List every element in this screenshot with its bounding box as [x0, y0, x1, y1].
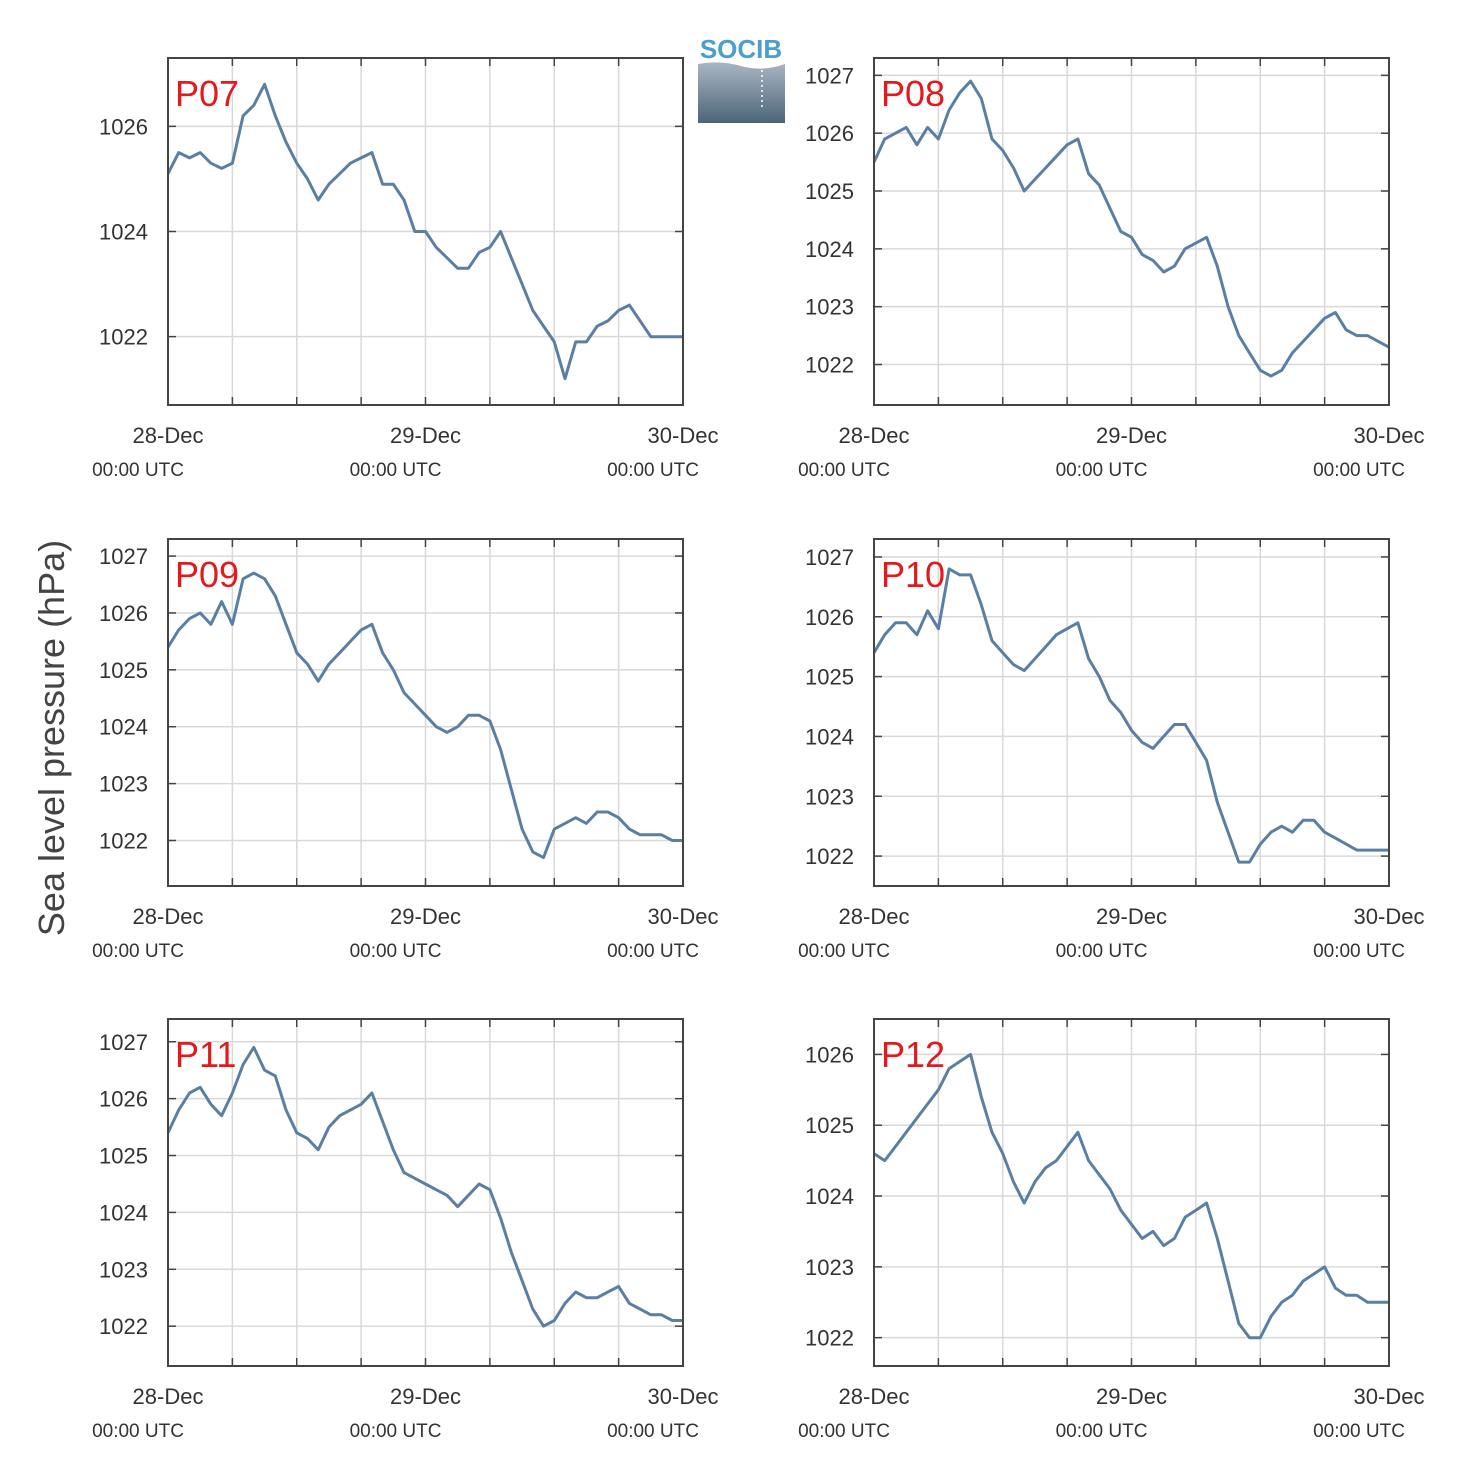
x-tick-label-time: 00:00 UTC — [350, 1421, 442, 1442]
y-tick-label: 1022 — [805, 1326, 854, 1351]
logo-text: SOCIB — [700, 34, 782, 64]
pressure-series-line — [166, 1045, 683, 1328]
y-tick-label: 1023 — [805, 1255, 854, 1280]
y-tick-label: 1022 — [99, 1314, 148, 1339]
station-label: P08 — [881, 73, 945, 114]
logo-wave-icon — [698, 62, 785, 123]
x-tick-label-time: 00:00 UTC — [350, 941, 442, 962]
y-tick-label: 1024 — [805, 237, 854, 262]
x-tick-label-date: 30-Dec — [648, 904, 719, 929]
y-tick-label: 1024 — [99, 1200, 148, 1225]
x-tick-label-time: 00:00 UTC — [607, 1421, 699, 1442]
panel-p10: 1022 1023 1024 1025 1026 1027 28-Dec 00:00 UTC 2… — [798, 538, 1425, 962]
y-tick-label: 1025 — [805, 1113, 854, 1138]
x-tick-label-time: 00:00 UTC — [92, 1421, 184, 1442]
x-tick-label-date: 28-Dec — [133, 904, 204, 929]
y-tick-label: 1022 — [99, 325, 148, 350]
station-label: P07 — [175, 73, 239, 114]
y-tick-label: 1027 — [805, 545, 854, 570]
y-tick-label: 1026 — [805, 605, 854, 630]
y-tick-label: 1024 — [805, 724, 854, 749]
panel-p12: 1022 1023 1024 1025 1026 28-Dec 00:00 UTC 29-De… — [798, 1018, 1425, 1442]
x-tick-label-time: 00:00 UTC — [1056, 1421, 1148, 1442]
panel-p07: 1022 1024 1026 28-Dec 00:00 UTC 29-Dec 00:00 U… — [92, 57, 719, 481]
y-tick-label: 1023 — [99, 1257, 148, 1282]
panels: 1022 1024 1026 28-Dec 00:00 UTC 29-Dec 00:00 U… — [92, 57, 1425, 1442]
x-tick-label-date: 30-Dec — [1354, 904, 1425, 929]
pressure-series-line — [166, 82, 683, 381]
socib-logo: SOCIB — [698, 34, 785, 123]
x-tick-label-date: 28-Dec — [133, 1384, 204, 1409]
x-tick-label-time: 00:00 UTC — [1056, 460, 1148, 481]
x-tick-label-date: 30-Dec — [1354, 1384, 1425, 1409]
y-tick-label: 1026 — [805, 1042, 854, 1067]
pressure-series-line — [872, 79, 1390, 378]
x-tick-label-time: 00:00 UTC — [798, 460, 890, 481]
y-tick-label: 1022 — [805, 353, 854, 378]
y-tick-label: 1024 — [99, 220, 148, 245]
x-tick-label-time: 00:00 UTC — [1056, 941, 1148, 962]
plot-frame — [873, 538, 1390, 887]
y-axis-title: Sea level pressure (hPa) — [31, 540, 72, 936]
x-tick-label-date: 29-Dec — [1096, 423, 1167, 448]
plot-frame — [873, 57, 1390, 406]
y-tick-label: 1027 — [99, 544, 148, 569]
y-tick-label: 1025 — [805, 665, 854, 690]
y-tick-label: 1025 — [805, 179, 854, 204]
station-label: P12 — [881, 1034, 945, 1075]
x-tick-label-date: 29-Dec — [390, 1384, 461, 1409]
x-tick-label-time: 00:00 UTC — [607, 941, 699, 962]
y-tick-label: 1023 — [805, 784, 854, 809]
x-tick-label-date: 30-Dec — [648, 423, 719, 448]
plot-frame — [167, 57, 684, 406]
plot-frame — [167, 1018, 684, 1367]
x-tick-label-date: 28-Dec — [133, 423, 204, 448]
y-tick-label: 1026 — [99, 114, 148, 139]
panel-p09: 1022 1023 1024 1025 1026 1027 28-Dec 00:00 UTC 2… — [92, 538, 719, 962]
pressure-series-line — [166, 571, 683, 860]
y-tick-label: 1024 — [805, 1184, 854, 1209]
x-tick-label-date: 30-Dec — [648, 1384, 719, 1409]
y-tick-label: 1023 — [99, 772, 148, 797]
x-tick-label-date: 29-Dec — [390, 423, 461, 448]
x-tick-label-date: 29-Dec — [1096, 904, 1167, 929]
pressure-series-line — [873, 1052, 1389, 1340]
y-tick-label: 1027 — [805, 63, 854, 88]
x-tick-label-time: 00:00 UTC — [798, 1421, 890, 1442]
x-tick-label-date: 28-Dec — [839, 423, 910, 448]
x-tick-label-date: 30-Dec — [1354, 423, 1425, 448]
plot-frame — [167, 538, 684, 887]
x-tick-label-time: 00:00 UTC — [1313, 941, 1405, 962]
x-tick-label-date: 28-Dec — [839, 1384, 910, 1409]
x-tick-label-date: 29-Dec — [390, 904, 461, 929]
y-tick-label: 1023 — [805, 295, 854, 320]
x-tick-label-time: 00:00 UTC — [607, 460, 699, 481]
y-tick-label: 1022 — [99, 828, 148, 853]
y-tick-label: 1022 — [805, 844, 854, 869]
x-tick-label-date: 28-Dec — [839, 904, 910, 929]
y-tick-label: 1027 — [99, 1030, 148, 1055]
x-tick-label-date: 29-Dec — [1096, 1384, 1167, 1409]
y-tick-label: 1025 — [99, 658, 148, 683]
station-label: P11 — [175, 1034, 236, 1075]
plot-frame — [873, 1018, 1390, 1367]
station-label: P09 — [175, 554, 239, 595]
x-tick-label-time: 00:00 UTC — [798, 941, 890, 962]
x-tick-label-time: 00:00 UTC — [1313, 460, 1405, 481]
y-tick-label: 1026 — [99, 601, 148, 626]
pressure-series-line — [872, 567, 1389, 864]
x-tick-label-time: 00:00 UTC — [92, 941, 184, 962]
station-label: P10 — [881, 554, 945, 595]
x-tick-label-time: 00:00 UTC — [350, 460, 442, 481]
x-tick-label-time: 00:00 UTC — [1313, 1421, 1405, 1442]
y-tick-label: 1024 — [99, 715, 148, 740]
panel-p11: 1022 1023 1024 1025 1026 1027 28-Dec 00:00 UTC 2… — [92, 1018, 719, 1442]
panel-p08: 1022 1023 1024 1025 1026 1027 28-Dec 00:00 UTC 2… — [798, 57, 1425, 481]
y-tick-label: 1026 — [99, 1087, 148, 1112]
x-tick-label-time: 00:00 UTC — [92, 460, 184, 481]
y-tick-label: 1026 — [805, 121, 854, 146]
y-tick-label: 1025 — [99, 1144, 148, 1169]
